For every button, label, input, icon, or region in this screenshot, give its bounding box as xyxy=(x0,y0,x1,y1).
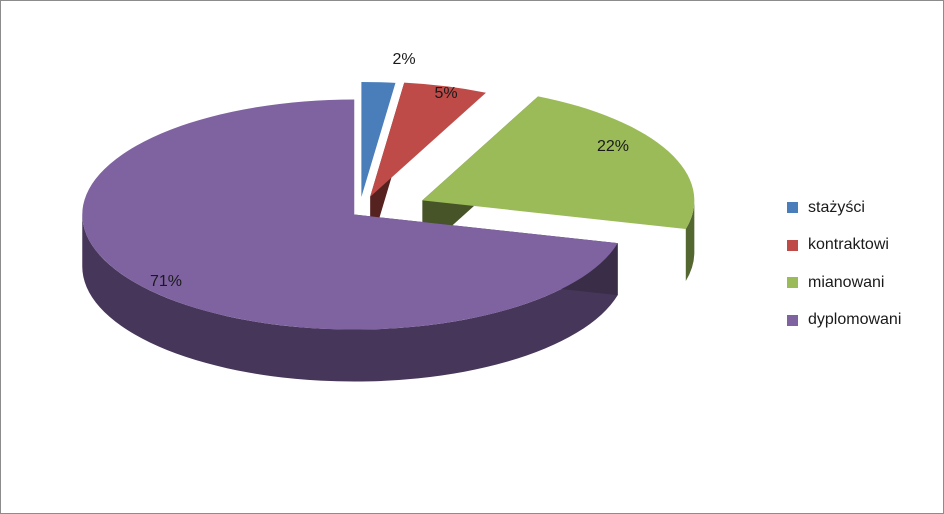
pie-slice-2 xyxy=(422,96,695,229)
pie-slice-1 xyxy=(370,82,486,197)
data-label-0: 2% xyxy=(392,51,415,68)
pie-slice-side-2 xyxy=(685,200,695,281)
data-label-3: 71% xyxy=(150,273,182,290)
legend-label: mianowani xyxy=(808,273,885,291)
legend-label: stażyści xyxy=(808,198,865,216)
legend-swatch xyxy=(787,202,798,214)
legend-swatch xyxy=(787,314,798,326)
pie-slice-3 xyxy=(82,99,618,330)
pie-slice-0 xyxy=(361,81,396,197)
legend-item: dyplomowani xyxy=(787,302,901,340)
legend-item: mianowani xyxy=(787,264,901,302)
legend-swatch xyxy=(787,277,798,289)
legend-label: kontraktowi xyxy=(808,236,889,254)
legend-item: kontraktowi xyxy=(787,227,901,265)
data-label-2: 22% xyxy=(597,138,629,155)
data-label-1: 5% xyxy=(434,85,457,102)
legend-label: dyplomowani xyxy=(808,311,902,329)
legend-item: stażyści xyxy=(787,189,901,227)
pie-slice-side-3 xyxy=(82,214,618,382)
chart-legend: stażyści kontraktowi mianowani dyplomowani xyxy=(787,189,901,339)
legend-swatch xyxy=(787,239,798,251)
